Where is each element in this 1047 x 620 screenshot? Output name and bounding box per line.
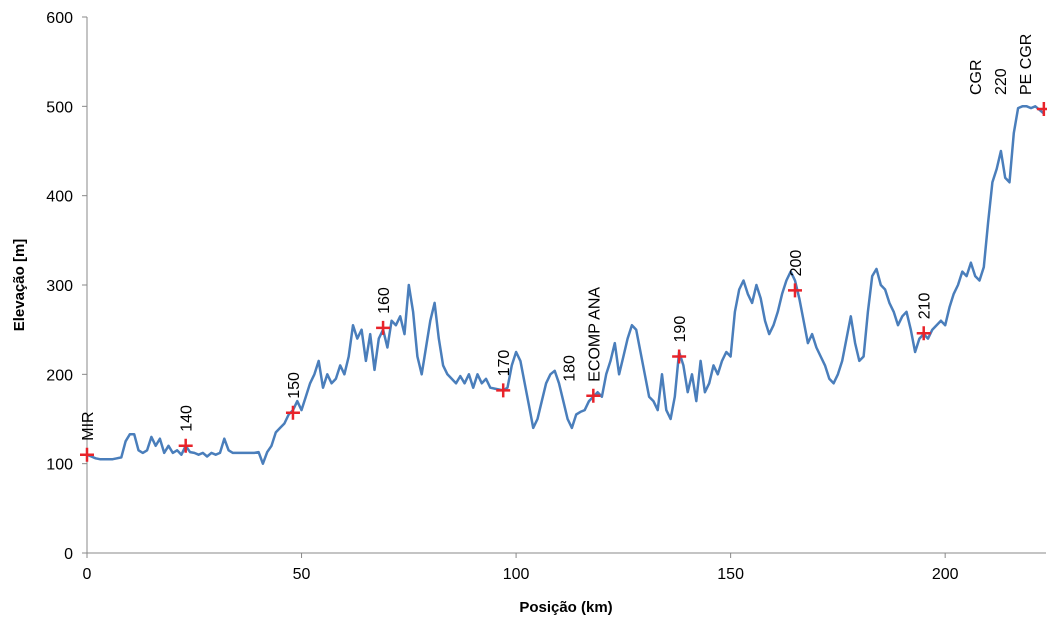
x-axis-title: Posição (km) bbox=[519, 599, 612, 616]
station-marker bbox=[672, 349, 687, 364]
station-marker bbox=[916, 326, 931, 341]
station-label: PE CGR bbox=[1018, 34, 1035, 95]
station-label: 190 bbox=[672, 316, 689, 343]
station-label: 220 bbox=[993, 68, 1010, 95]
x-tick-label: 0 bbox=[83, 566, 92, 583]
station-label: 150 bbox=[286, 372, 303, 399]
station-label: 180 bbox=[561, 355, 578, 382]
y-tick-label: 500 bbox=[46, 99, 73, 116]
station-label: CGR bbox=[968, 59, 985, 95]
y-tick-label: 400 bbox=[46, 189, 73, 206]
station-label: 170 bbox=[496, 350, 513, 377]
station-label: ECOMP ANA bbox=[586, 287, 603, 382]
station-marker bbox=[586, 388, 601, 403]
station-label: 140 bbox=[179, 405, 196, 432]
station-marker bbox=[80, 447, 94, 462]
y-tick-label: 300 bbox=[46, 278, 73, 295]
station-marker bbox=[1036, 102, 1047, 117]
elevation-line bbox=[86, 105, 1045, 465]
station-label: MIR bbox=[80, 411, 97, 440]
y-tick-label: 600 bbox=[46, 10, 73, 27]
x-tick-label: 100 bbox=[503, 566, 530, 583]
x-tick-label: 50 bbox=[293, 566, 311, 583]
station-label: 200 bbox=[788, 250, 805, 277]
station-marker bbox=[787, 283, 802, 298]
station-label: 210 bbox=[917, 292, 934, 319]
station-marker bbox=[496, 383, 511, 398]
y-tick-label: 200 bbox=[46, 367, 73, 384]
station-marker bbox=[376, 320, 391, 335]
station-marker bbox=[285, 405, 300, 420]
y-axis-title: Elevação [m] bbox=[11, 239, 28, 332]
y-tick-label: 0 bbox=[64, 546, 73, 563]
station-marker bbox=[178, 438, 193, 453]
x-tick-label: 200 bbox=[932, 566, 959, 583]
y-tick-label: 100 bbox=[46, 457, 73, 474]
station-label: 160 bbox=[376, 287, 393, 314]
x-tick-label: 150 bbox=[717, 566, 744, 583]
